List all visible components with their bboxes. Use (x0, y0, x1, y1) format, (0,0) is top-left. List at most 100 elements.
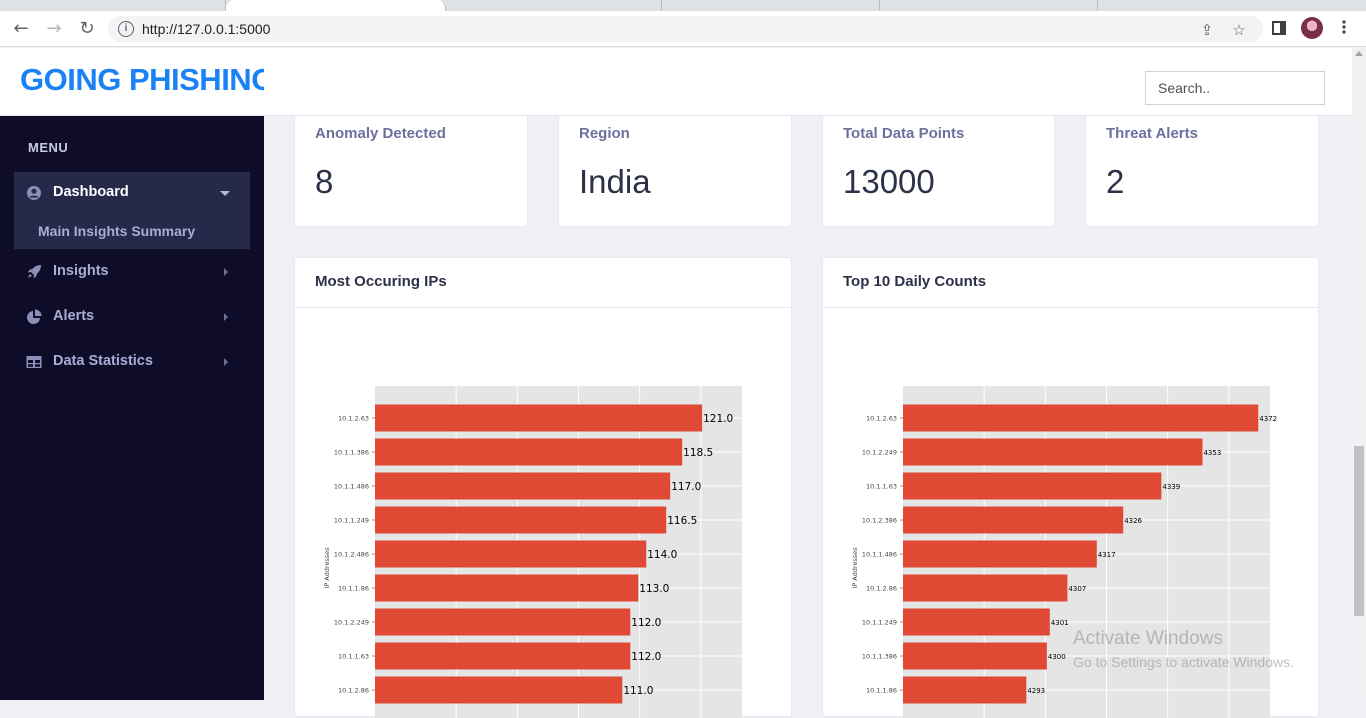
sidebar-active-group (14, 172, 250, 249)
scroll-up-arrow[interactable] (1355, 51, 1363, 56)
brand-title[interactable]: GOING PHISHING (20, 62, 275, 97)
back-icon[interactable]: ← (13, 18, 29, 39)
stat-value: 8 (315, 163, 334, 200)
data-label: 4353 (1203, 449, 1221, 457)
y-axis-label: IP Addresses (323, 547, 331, 589)
header-overlay (264, 48, 1352, 116)
data-label: 116.5 (667, 515, 697, 527)
bar (375, 404, 703, 432)
forward-icon[interactable]: → (46, 18, 62, 39)
bar (903, 404, 1259, 432)
stat-card-anomaly: Anomaly Detected 8 (294, 106, 528, 227)
bar (375, 506, 667, 534)
page-scrollbar[interactable] (1352, 48, 1366, 700)
tick-label: 10.1.1.63 (338, 653, 369, 661)
bar-chart-most-occuring-ips: 121.0 10.1.2.63 118.5 10.1.1.386 117.0 10.1.1… (323, 386, 742, 718)
data-label: 121.0 (703, 413, 733, 425)
browser-tab[interactable] (446, 0, 662, 11)
stat-label: Threat Alerts (1106, 125, 1198, 142)
data-label: 4293 (1027, 687, 1045, 695)
data-label: 111.0 (623, 685, 653, 697)
browser-tab[interactable] (880, 0, 1098, 11)
browser-tab[interactable] (0, 0, 226, 11)
user-circle-icon (27, 186, 41, 200)
bar (375, 472, 671, 500)
data-label: 113.0 (639, 583, 669, 595)
stat-card-region: Region India (558, 106, 792, 227)
address-bar[interactable]: i http://127.0.0.1:5000 ⇪ ☆ (108, 16, 1263, 42)
browser-tab[interactable] (662, 0, 880, 11)
chart-title: Most Occuring IPs (315, 273, 447, 290)
scrollbar-thumb[interactable] (1354, 446, 1364, 616)
tick-label: 10.1.2.249 (862, 449, 897, 457)
data-label: 4317 (1098, 551, 1116, 559)
bar (903, 642, 1047, 670)
data-label: 114.0 (647, 549, 677, 561)
data-label: 4307 (1068, 585, 1086, 593)
url-text[interactable]: http://127.0.0.1:5000 (142, 21, 271, 37)
tick-label: 10.1.2.86 (338, 687, 369, 695)
sidebar-item-data-statistics[interactable]: Data Statistics (14, 342, 250, 382)
tick-label: 10.1.1.249 (334, 517, 369, 525)
tick-label: 10.1.1.486 (334, 483, 369, 491)
bar (903, 506, 1124, 534)
side-panel-icon[interactable] (1272, 20, 1286, 39)
star-icon[interactable]: ☆ (1232, 21, 1246, 39)
chart-card-top-10-daily-counts: Top 10 Daily Counts 4372 10.1.2.63 4353 10.… (822, 257, 1319, 718)
chart-card-most-occuring-ips: Most Occuring IPs 121.0 10.1.2.63 118.5 10.… (294, 257, 792, 718)
sidebar-subitem-main-insights[interactable]: Main Insights Summary (38, 223, 196, 239)
stat-card-total-data-points: Total Data Points 13000 (822, 106, 1055, 227)
sidebar-item-alerts[interactable]: Alerts (14, 297, 250, 337)
sidebar-item-label: Insights (53, 263, 109, 279)
stat-value: 2 (1106, 163, 1125, 200)
tick-label: 10.1.2.386 (862, 517, 897, 525)
bar (375, 676, 623, 704)
bar (903, 438, 1203, 466)
stat-label: Region (579, 125, 630, 142)
sidebar: MENU Dashboard Main Insights Summary Ins… (0, 116, 264, 700)
bar (903, 540, 1097, 568)
tick-label: 10.1.2.86 (866, 585, 897, 593)
reload-icon[interactable]: ↻ (79, 18, 95, 39)
watermark-subtitle: Go to Settings to activate Windows. (1073, 654, 1294, 670)
stat-label: Total Data Points (843, 125, 965, 142)
bar-chart-top-10-daily-counts: 4372 10.1.2.63 4353 10.1.2.249 4339 10.1.1.63… (851, 386, 1277, 718)
info-icon[interactable]: i (118, 21, 134, 37)
search-input[interactable] (1145, 71, 1325, 105)
bar (375, 540, 647, 568)
profile-avatar[interactable] (1301, 17, 1323, 39)
tick-label: 10.1.1.386 (334, 449, 369, 457)
more-menu-icon[interactable] (1341, 19, 1347, 39)
tick-label: 10.1.2.249 (334, 619, 369, 627)
data-label: 112.0 (631, 651, 661, 663)
share-icon[interactable]: ⇪ (1200, 21, 1214, 39)
sidebar-item-dashboard[interactable]: Dashboard (14, 173, 250, 213)
stat-label: Anomaly Detected (315, 125, 446, 142)
bar (903, 472, 1162, 500)
stat-card-threat-alerts: Threat Alerts 2 (1085, 106, 1319, 227)
data-label: 4372 (1259, 415, 1277, 423)
y-axis-label: IP Addresses (851, 547, 859, 589)
bar (903, 574, 1068, 602)
caret-right-icon (224, 268, 228, 276)
tick-label: 10.1.2.63 (866, 415, 897, 423)
chart-title: Top 10 Daily Counts (843, 273, 987, 290)
sidebar-item-insights[interactable]: Insights (14, 252, 250, 292)
sidebar-item-label: Dashboard (53, 184, 129, 200)
chart-header: Top 10 Daily Counts (823, 258, 1318, 308)
table-icon (26, 356, 42, 368)
bar (375, 608, 631, 636)
data-label: 4326 (1124, 517, 1142, 525)
data-label: 4301 (1051, 619, 1069, 627)
browser-tab-strip (0, 0, 1366, 11)
bar (903, 676, 1027, 704)
stat-value: 13000 (843, 163, 935, 200)
chart-header: Most Occuring IPs (295, 258, 791, 308)
data-label: 117.0 (671, 481, 701, 493)
browser-tab-active[interactable] (226, 0, 446, 11)
bar (375, 642, 631, 670)
browser-toolbar: ← → ↻ i http://127.0.0.1:5000 ⇪ ☆ (0, 11, 1366, 47)
bar (375, 438, 683, 466)
tick-label: 10.1.1.249 (862, 619, 897, 627)
data-label: 118.5 (683, 447, 713, 459)
